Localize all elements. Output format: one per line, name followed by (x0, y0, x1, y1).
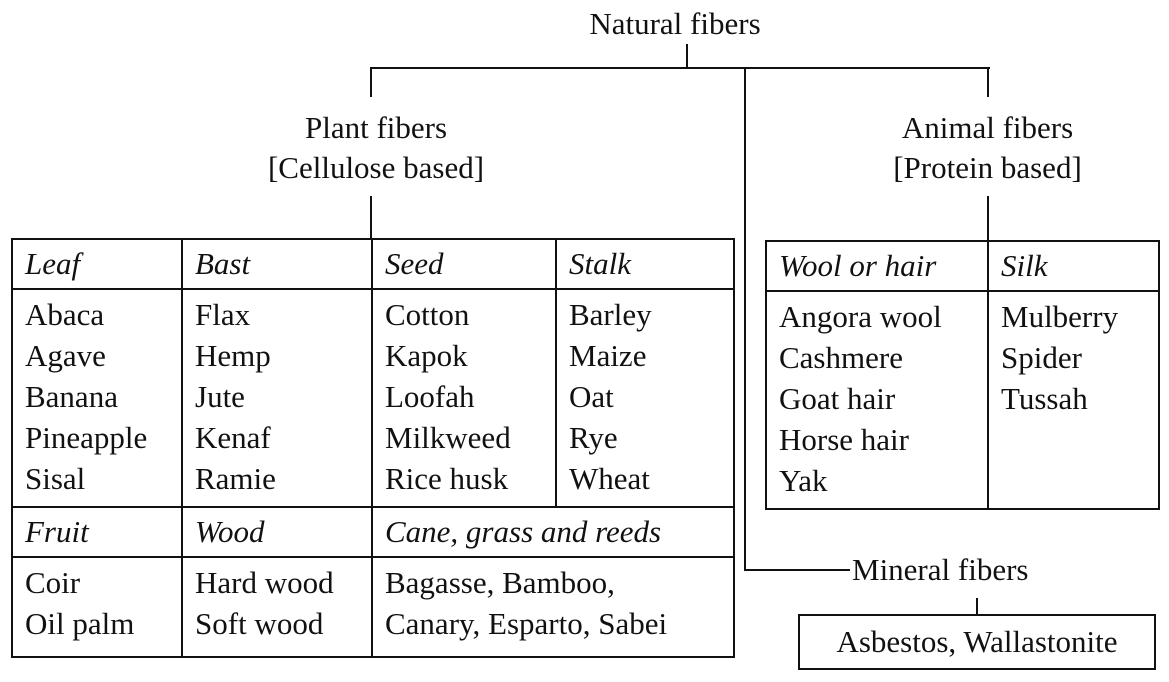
animal-fibers-subtitle: [Protein based] (893, 150, 1082, 185)
list-item: Hard wood (195, 565, 334, 600)
fruit-items: Coir Oil palm (11, 556, 183, 658)
bast-items: Flax Hemp Jute Kenaf Ramie (181, 288, 373, 508)
mineral-horizontal-line (744, 569, 850, 571)
list-item: Goat hair (779, 381, 896, 416)
list-item: Spider (1001, 340, 1082, 375)
list-item: Rye (569, 420, 618, 455)
list-item: Banana (25, 379, 118, 414)
plant-branch-line (370, 67, 372, 97)
list-item: Bagasse, Bamboo, (385, 565, 615, 600)
category-header-silk: Silk (987, 240, 1160, 292)
list-item: Ramie (195, 461, 276, 496)
root-stem-line (686, 44, 688, 68)
list-item: Canary, Esparto, Sabei (385, 606, 668, 641)
list-item: Horse hair (779, 422, 909, 457)
list-item: Tussah (1001, 381, 1088, 416)
list-item: Hemp (195, 338, 271, 373)
category-header-wool-or-hair: Wool or hair (765, 240, 989, 292)
list-item: Barley (569, 297, 652, 332)
plant-table-stem-line (370, 196, 372, 240)
list-item: Soft wood (195, 606, 324, 641)
animal-items-row: Angora wool Cashmere Goat hair Horse hai… (765, 290, 1160, 510)
list-item: Flax (195, 297, 251, 332)
category-header-leaf: Leaf (11, 238, 183, 290)
plant-fibers-subtitle: [Cellulose based] (267, 150, 485, 185)
plant-header-row-1: Leaf Bast Seed Stalk (11, 238, 735, 290)
animal-fibers-title: Animal fibers (901, 110, 1074, 145)
list-item: Coir (25, 565, 81, 600)
mineral-fibers-title: Mineral fibers (852, 552, 1029, 587)
category-header-seed: Seed (371, 238, 557, 290)
list-item: Maize (569, 338, 647, 373)
list-item: Kapok (385, 338, 468, 373)
root-label: Natural fibers (589, 6, 761, 41)
category-header-stalk: Stalk (555, 238, 735, 290)
wood-items: Hard wood Soft wood (181, 556, 373, 658)
animal-fibers-table: Wool or hair Silk Angora wool Cashmere G… (765, 240, 1160, 510)
list-item: Oil palm (25, 606, 135, 641)
list-item: Agave (25, 338, 106, 373)
list-item: Rice husk (385, 461, 509, 496)
category-header-fruit: Fruit (11, 506, 183, 558)
list-item: Cashmere (779, 340, 903, 375)
silk-items: Mulberry Spider Tussah (987, 290, 1160, 510)
plant-header-row-2: Fruit Wood Cane, grass and reeds (11, 506, 735, 558)
list-item: Cotton (385, 297, 470, 332)
plant-items-row-2: Coir Oil palm Hard wood Soft wood Bagass… (11, 556, 735, 658)
list-item: Mulberry (1001, 299, 1119, 334)
list-item: Milkweed (385, 420, 511, 455)
mineral-vertical-line (744, 67, 746, 571)
stalk-items: Barley Maize Oat Rye Wheat (555, 288, 735, 508)
list-item: Jute (195, 379, 245, 414)
category-header-cane-grass-reeds: Cane, grass and reeds (371, 506, 735, 558)
plant-fibers-title: Plant fibers (304, 110, 448, 145)
plant-fibers-table: Leaf Bast Seed Stalk Abaca Agave Banana … (11, 238, 735, 658)
category-header-bast: Bast (181, 238, 373, 290)
animal-branch-line (987, 67, 989, 97)
seed-items: Cotton Kapok Loofah Milkweed Rice husk (371, 288, 557, 508)
list-item: Yak (779, 463, 828, 498)
list-item: Angora wool (779, 299, 942, 334)
animal-table-stem-line (987, 196, 989, 240)
animal-header-row: Wool or hair Silk (765, 240, 1160, 292)
mineral-box-stem-line (976, 598, 978, 614)
mineral-fibers-box: Asbestos, Wallastonite (798, 614, 1156, 670)
plant-items-row-1: Abaca Agave Banana Pineapple Sisal Flax … (11, 288, 735, 508)
list-item: Kenaf (195, 420, 271, 455)
list-item: Oat (569, 379, 614, 414)
category-header-wood: Wood (181, 506, 373, 558)
list-item: Sisal (25, 461, 86, 496)
leaf-items: Abaca Agave Banana Pineapple Sisal (11, 288, 183, 508)
list-item: Abaca (25, 297, 105, 332)
top-branch-line (370, 67, 990, 69)
cane-grass-reeds-items: Bagasse, Bamboo, Canary, Esparto, Sabei (371, 556, 735, 658)
list-item: Loofah (385, 379, 475, 414)
wool-or-hair-items: Angora wool Cashmere Goat hair Horse hai… (765, 290, 989, 510)
list-item: Pineapple (25, 420, 148, 455)
list-item: Wheat (569, 461, 650, 496)
